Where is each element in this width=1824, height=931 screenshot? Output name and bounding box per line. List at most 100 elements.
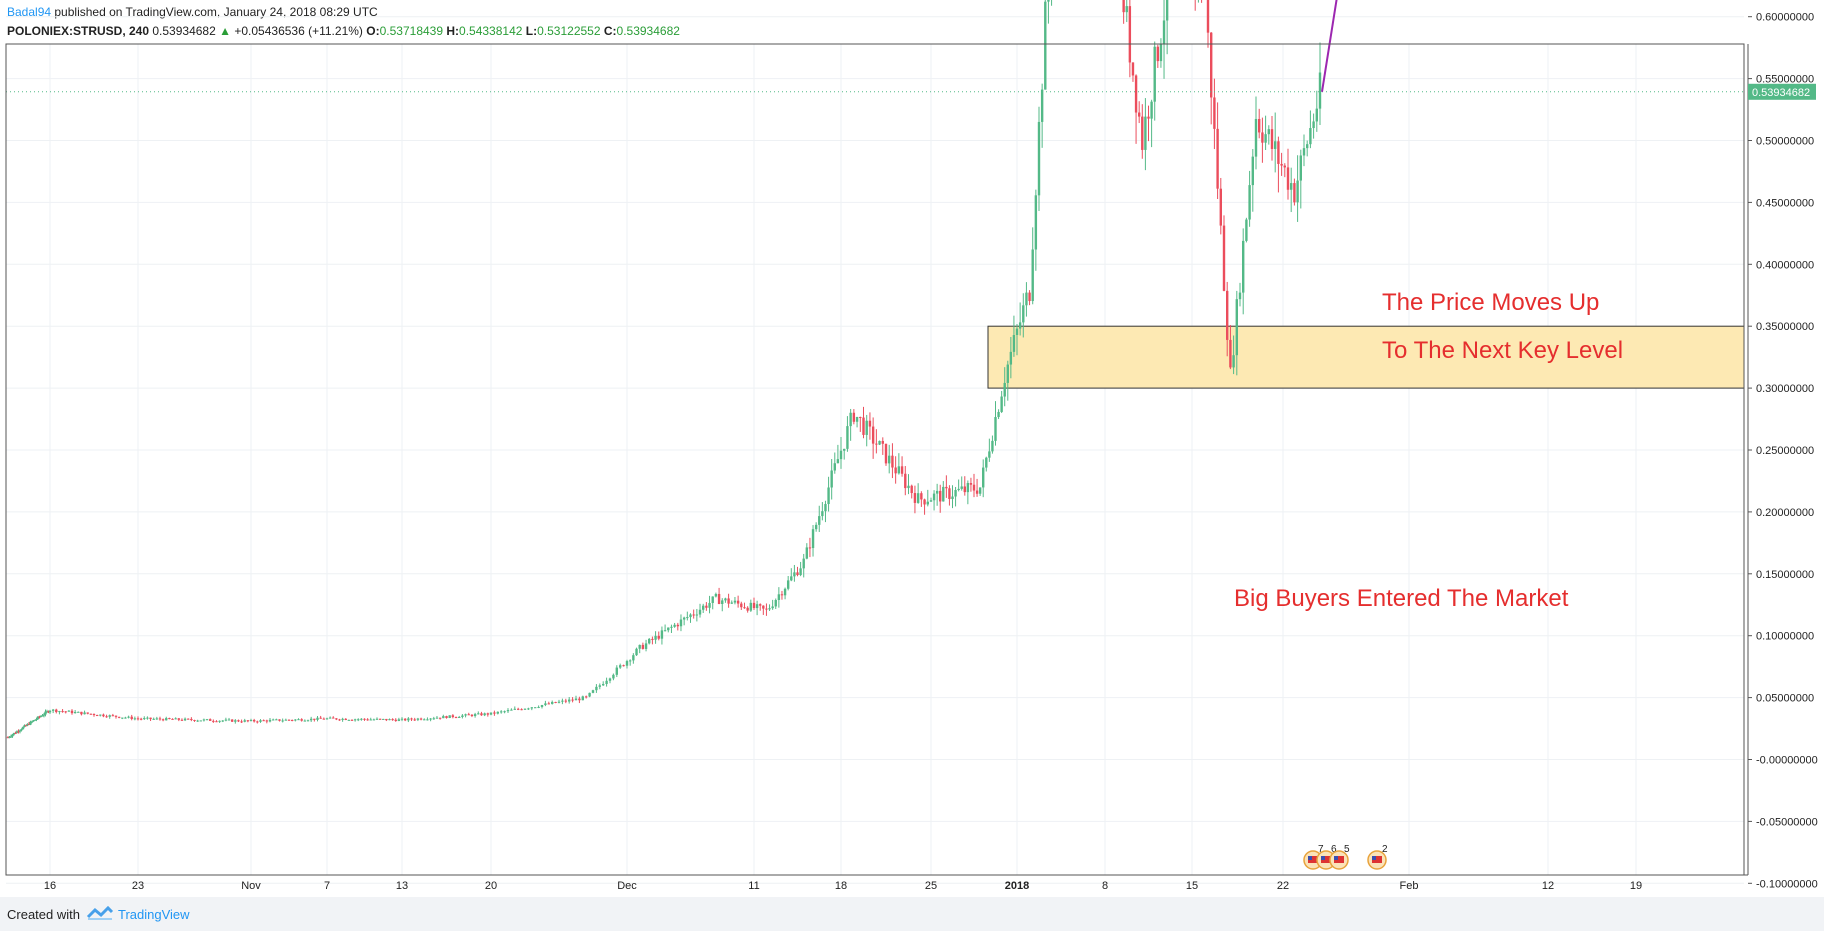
candle-body: [605, 680, 608, 685]
candle-body: [612, 674, 615, 679]
y-tick-label: 0.05000000: [1756, 693, 1814, 705]
candle-body: [625, 661, 629, 666]
x-tick-label: 2018: [1005, 880, 1029, 892]
candle-body: [281, 720, 284, 722]
candle-body: [1131, 62, 1135, 76]
candle-body: [366, 719, 369, 721]
candle-body: [506, 710, 510, 712]
candle-body: [557, 701, 561, 703]
candle-body: [1280, 163, 1283, 166]
candle-body: [759, 604, 762, 606]
y-tick-label: 0.15000000: [1756, 569, 1814, 581]
candle-body: [1159, 44, 1163, 62]
x-tick-label: 19: [1630, 880, 1642, 892]
candle-body: [954, 490, 957, 497]
candle-body: [537, 706, 540, 708]
candle-body: [429, 718, 432, 720]
candle-body: [44, 711, 47, 715]
candle-body: [836, 459, 840, 464]
candle-body: [774, 600, 777, 607]
candle-body: [102, 714, 105, 717]
candle-body: [240, 721, 243, 723]
author-link[interactable]: Badal94: [7, 5, 52, 19]
candle-body: [884, 443, 888, 464]
event-count-label: 2: [1382, 844, 1388, 855]
candle-body: [564, 700, 567, 702]
candle-body: [670, 626, 673, 628]
high-label: H:: [446, 24, 460, 38]
candle-body: [316, 717, 319, 720]
candle-body: [1306, 144, 1309, 149]
candle-body: [493, 712, 496, 714]
candle-body: [1238, 292, 1242, 300]
candle-body: [218, 720, 221, 722]
symbol-label: POLONIEX:STRUSD, 240: [7, 24, 150, 38]
tradingview-brand-link[interactable]: TradingView: [118, 907, 190, 922]
x-tick-label: 22: [1277, 880, 1289, 892]
candle-body: [8, 736, 11, 738]
candle-body: [900, 466, 904, 474]
candle-body: [212, 720, 215, 722]
candle-body: [982, 467, 985, 488]
candle-body: [80, 711, 83, 715]
candle-body: [341, 718, 344, 720]
candle-body: [951, 496, 954, 500]
candle-body: [544, 703, 547, 706]
candle-body: [1235, 299, 1238, 356]
candle-body: [6, 737, 10, 739]
candle-body: [35, 718, 38, 720]
last-price: 0.53934682: [152, 24, 216, 38]
candle-body: [347, 719, 351, 721]
candle-body: [20, 729, 23, 731]
candle-body: [313, 718, 316, 720]
candle-body: [1025, 292, 1028, 306]
candle-body: [1222, 225, 1226, 291]
candle-body: [698, 609, 702, 615]
candle-body: [945, 486, 948, 489]
candle-body: [904, 473, 907, 489]
candle-body: [259, 720, 262, 722]
flag-stripe: [1334, 856, 1344, 863]
candle-body: [400, 718, 404, 720]
candle-body: [1031, 249, 1034, 302]
candle-body: [108, 715, 111, 717]
candle-body: [500, 711, 503, 713]
candle-body: [752, 602, 756, 609]
candle-body: [1216, 128, 1219, 189]
candle-body: [651, 638, 654, 640]
candle-body: [262, 720, 265, 722]
candle-body: [290, 719, 294, 721]
candle-body: [300, 719, 303, 721]
y-tick-label: 0.45000000: [1756, 197, 1814, 209]
candle-body: [660, 630, 664, 639]
candle-body: [1210, 32, 1213, 98]
flag-canton: [1308, 856, 1312, 860]
candle-body: [199, 720, 202, 722]
candle-body: [1293, 183, 1296, 203]
candle-body: [1037, 121, 1041, 196]
event-count-label: 7: [1318, 844, 1324, 855]
candle-body: [1128, 6, 1132, 63]
candle-body: [1258, 118, 1261, 133]
candle-body: [985, 457, 988, 468]
y-tick-label: -0.10000000: [1756, 878, 1818, 890]
candle-body: [1264, 134, 1267, 143]
candle-body: [771, 606, 774, 609]
close-label: C:: [603, 24, 617, 38]
candle-body: [133, 718, 137, 720]
candle-body: [1296, 180, 1299, 203]
candle-body: [540, 705, 544, 707]
candle-body: [268, 719, 272, 722]
candle-body: [382, 718, 385, 720]
candle-body: [174, 718, 177, 720]
candle-body: [705, 605, 708, 608]
y-tick-label: -0.05000000: [1756, 816, 1818, 828]
candle-body: [17, 731, 20, 733]
candle-body: [41, 715, 44, 717]
candle-body: [855, 416, 859, 422]
candle-body: [534, 707, 537, 709]
candle-body: [667, 627, 670, 631]
candle-body: [171, 718, 174, 720]
candle-body: [868, 420, 872, 427]
